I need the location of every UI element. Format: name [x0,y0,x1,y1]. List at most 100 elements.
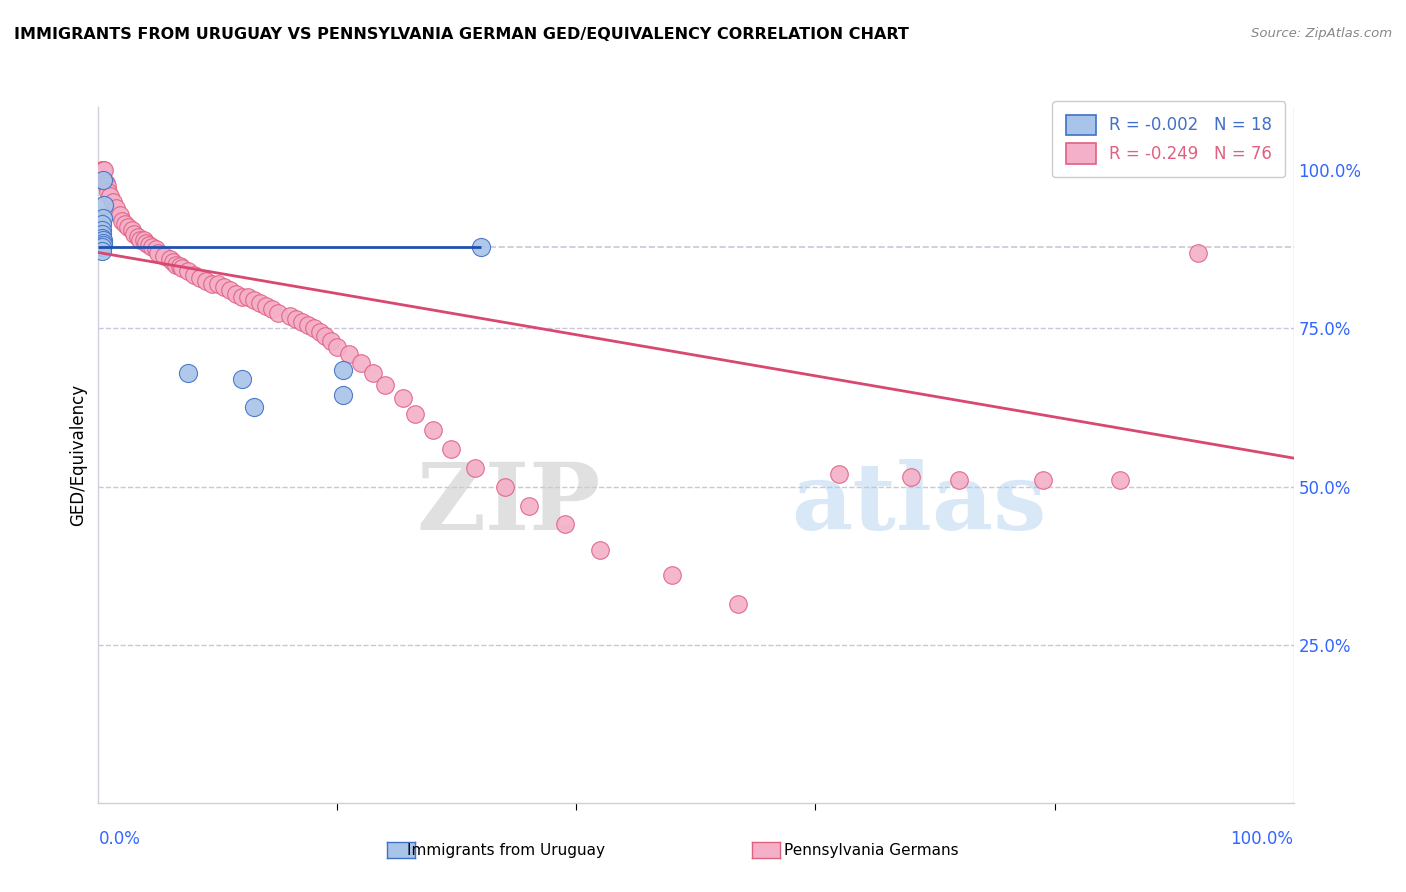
Point [91,217,114,231]
Point [91,223,114,237]
Point [440,442,463,456]
Point [111,214,134,228]
Point [135,235,157,250]
Point [162,255,184,269]
Point [172,261,194,276]
Point [124,227,146,241]
Text: 0.0%: 0.0% [98,830,141,847]
Point [470,240,492,254]
Point [219,284,242,298]
Point [108,208,131,222]
Y-axis label: GED/Equivalency: GED/Equivalency [69,384,87,526]
Point [91,211,114,225]
Point [249,296,271,310]
Point [121,223,143,237]
Point [98,188,122,202]
Point [243,401,266,415]
Point [464,460,486,475]
Point [948,473,970,487]
Point [91,238,114,252]
Point [315,329,337,343]
Point [236,290,259,304]
Point [105,201,128,215]
Point [91,227,114,241]
Point [231,290,253,304]
Point [148,245,170,260]
Point [302,321,325,335]
Point [91,163,114,178]
Point [212,280,235,294]
Point [278,309,301,323]
Point [117,220,139,235]
Text: IMMIGRANTS FROM URUGUAY VS PENNSYLVANIA GERMAN GED/EQUIVALENCY CORRELATION CHART: IMMIGRANTS FROM URUGUAY VS PENNSYLVANIA … [14,27,908,42]
Point [91,163,114,178]
Point [326,340,349,354]
Point [114,217,136,231]
Point [1187,245,1209,260]
Point [93,198,115,212]
Point [91,173,114,187]
Point [138,238,160,252]
Point [243,293,266,307]
Point [127,229,149,244]
Point [153,249,176,263]
Point [254,299,277,313]
Point [91,163,114,178]
Point [91,244,114,259]
Point [188,270,211,285]
Point [332,388,354,402]
Point [93,163,115,178]
Point [828,467,851,481]
Point [207,277,229,292]
Point [231,372,253,386]
Point [517,499,540,513]
Text: Pennsylvania Germans: Pennsylvania Germans [785,843,959,858]
Point [91,233,114,247]
Point [267,305,290,319]
Point [374,378,396,392]
Point [91,240,114,254]
Point [201,277,224,292]
Point [392,391,415,405]
Point [260,302,283,317]
Point [363,366,385,380]
Point [194,274,218,288]
Point [727,597,749,611]
Point [308,325,330,339]
Point [554,517,576,532]
Point [900,470,922,484]
Point [291,315,314,329]
Point [339,347,360,361]
Point [169,260,191,274]
Point [1032,473,1054,487]
Point [177,264,200,278]
Point [321,334,343,348]
Point [404,407,426,421]
Point [101,194,124,209]
Point [94,176,117,190]
Point [145,243,167,257]
Point [422,423,444,437]
Text: ZIP: ZIP [416,458,600,549]
Text: 100.0%: 100.0% [1230,830,1294,847]
Point [132,233,155,247]
Point [177,366,200,380]
Text: atlas: atlas [792,458,1047,549]
Point [494,479,516,493]
Point [225,286,247,301]
Point [661,568,683,582]
Point [284,312,307,326]
Point [91,235,114,250]
Point [350,356,373,370]
Point [589,542,612,557]
Point [332,362,354,376]
Text: Immigrants from Uruguay: Immigrants from Uruguay [408,843,605,858]
Point [91,231,114,245]
Point [141,240,163,254]
Point [297,318,319,333]
Point [97,186,120,200]
Point [129,233,152,247]
Legend: R = -0.002   N = 18, R = -0.249   N = 76: R = -0.002 N = 18, R = -0.249 N = 76 [1052,102,1285,178]
Point [96,179,118,194]
Point [165,258,187,272]
